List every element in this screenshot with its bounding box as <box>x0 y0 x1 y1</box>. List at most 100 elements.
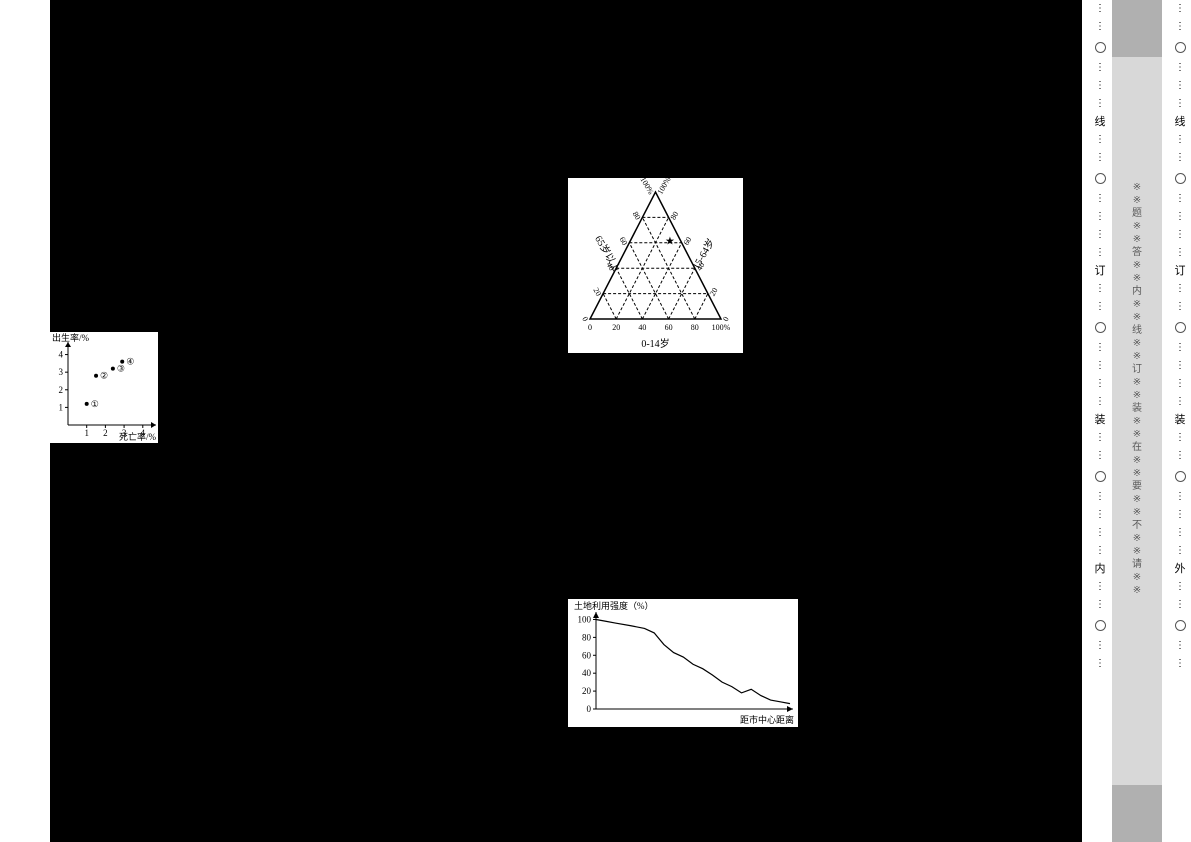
margin-wide-char: ※ <box>1133 454 1141 467</box>
svg-text:③: ③ <box>117 364 125 374</box>
margin-dots: ⋮ <box>1095 59 1105 77</box>
punch-hole-icon <box>1095 471 1106 482</box>
svg-text:死亡率/%: 死亡率/% <box>119 431 157 442</box>
svg-text:出生率/%: 出生率/% <box>52 332 90 343</box>
svg-text:0: 0 <box>587 704 592 714</box>
svg-text:40: 40 <box>582 668 592 678</box>
margin-wide-char: ※ <box>1133 545 1141 558</box>
margin-dots: ⋮ <box>1175 190 1185 208</box>
margin-dots: ⋮ <box>1095 226 1105 244</box>
margin-char: 线 <box>1095 115 1106 129</box>
margin-dots: ⋮ <box>1095 524 1105 542</box>
punch-hole-icon <box>1175 173 1186 184</box>
margin-wide-char: ※ <box>1133 532 1141 545</box>
margin-char: 内 <box>1095 562 1106 576</box>
figure-land-use-line: 土地利用强度（%）020406080100距市中心距离 <box>568 599 798 727</box>
svg-text:40: 40 <box>638 323 646 332</box>
margin-dots: ⋮ <box>1175 59 1185 77</box>
margin-dots: ⋮ <box>1095 18 1105 36</box>
margin-dots: ⋮ <box>1095 190 1105 208</box>
margin-dots: ⋮ <box>1175 339 1185 357</box>
punch-hole-icon <box>1175 620 1186 631</box>
svg-text:4: 4 <box>59 350 64 360</box>
margin-wide-char: ※ <box>1133 337 1141 350</box>
svg-text:20: 20 <box>612 323 620 332</box>
svg-text:3: 3 <box>59 367 64 377</box>
svg-text:0-14岁: 0-14岁 <box>641 337 669 350</box>
margin-dots: ⋮ <box>1095 298 1105 316</box>
margin-wide-char: ※ <box>1133 298 1141 311</box>
margin-dots: ⋮ <box>1175 280 1185 298</box>
punch-hole-icon <box>1095 620 1106 631</box>
margin-dots: ⋮ <box>1095 429 1105 447</box>
margin-dots: ⋮ <box>1175 77 1185 95</box>
punch-hole-icon <box>1175 322 1186 333</box>
margin-char: 装 <box>1095 413 1106 427</box>
svg-text:①: ① <box>91 399 99 409</box>
margin-dots: ⋮ <box>1175 447 1185 465</box>
svg-text:20: 20 <box>582 686 592 696</box>
svg-text:距市中心距离: 距市中心距离 <box>740 714 794 725</box>
margin-dots: ⋮ <box>1175 578 1185 596</box>
margin-dots: ⋮ <box>1095 596 1105 614</box>
figure-age-ternary: 020406080100%020406080100%020406080100%0… <box>568 178 743 353</box>
margin-wide-char: ※ <box>1133 259 1141 272</box>
margin-dots: ⋮ <box>1175 506 1185 524</box>
binding-margin-outer: ⋮⋮⋮⋮⋮线⋮⋮⋮⋮⋮⋮订⋮⋮⋮⋮⋮⋮装⋮⋮⋮⋮⋮⋮外⋮⋮⋮⋮ <box>1170 0 1190 842</box>
margin-dots: ⋮ <box>1175 542 1185 560</box>
margin-dots: ⋮ <box>1175 95 1185 113</box>
margin-dots: ⋮ <box>1175 244 1185 262</box>
punch-hole-icon <box>1095 42 1106 53</box>
svg-text:100%: 100% <box>712 323 731 332</box>
margin-wide-char: 订 <box>1132 363 1142 376</box>
svg-text:★: ★ <box>665 235 675 247</box>
margin-dots: ⋮ <box>1095 637 1105 655</box>
ternary-svg: 020406080100%020406080100%020406080100%0… <box>568 178 743 353</box>
margin-dots: ⋮ <box>1175 488 1185 506</box>
margin-wide-char: 题 <box>1132 207 1142 220</box>
margin-dots: ⋮ <box>1175 655 1185 673</box>
margin-char: 外 <box>1175 562 1186 576</box>
svg-text:土地利用强度（%）: 土地利用强度（%） <box>574 600 654 611</box>
margin-grey-top <box>1112 0 1162 57</box>
margin-dots: ⋮ <box>1095 375 1105 393</box>
margin-wide-char: 要 <box>1132 480 1142 493</box>
svg-text:60: 60 <box>582 650 592 660</box>
margin-wide-char: ※ <box>1133 272 1141 285</box>
svg-text:②: ② <box>100 371 108 381</box>
margin-wide-char: ※ <box>1133 181 1141 194</box>
binding-margin-wide-text: ※※请※※不※※要※※在※※装※※订※※线※※内※※答※※题※※ <box>1130 237 1144 597</box>
margin-dots: ⋮ <box>1095 506 1105 524</box>
punch-hole-icon <box>1175 42 1186 53</box>
svg-text:80: 80 <box>691 323 699 332</box>
punch-hole-icon <box>1175 471 1186 482</box>
svg-text:2: 2 <box>59 385 64 395</box>
margin-dots: ⋮ <box>1095 95 1105 113</box>
svg-text:15-64岁: 15-64岁 <box>689 236 717 271</box>
margin-dots: ⋮ <box>1095 131 1105 149</box>
svg-text:100: 100 <box>578 614 592 624</box>
margin-dots: ⋮ <box>1095 542 1105 560</box>
svg-text:60: 60 <box>665 323 673 332</box>
margin-dots: ⋮ <box>1175 226 1185 244</box>
page-root: 12341234出生率/%死亡率/%①②③④ 020406080100%0204… <box>0 0 1191 842</box>
figure-birth-death-scatter: 12341234出生率/%死亡率/%①②③④ <box>50 332 158 443</box>
margin-dots: ⋮ <box>1095 447 1105 465</box>
margin-wide-char: 内 <box>1132 285 1142 298</box>
margin-dots: ⋮ <box>1175 393 1185 411</box>
svg-text:④: ④ <box>126 357 134 367</box>
margin-dots: ⋮ <box>1175 596 1185 614</box>
margin-wide-char: ※ <box>1133 220 1141 233</box>
margin-dots: ⋮ <box>1175 637 1185 655</box>
svg-text:0: 0 <box>580 315 590 323</box>
margin-dots: ⋮ <box>1175 208 1185 226</box>
scatter-svg: 12341234出生率/%死亡率/%①②③④ <box>50 332 158 443</box>
margin-char: 装 <box>1175 413 1186 427</box>
margin-wide-char: ※ <box>1133 376 1141 389</box>
margin-wide-char: 在 <box>1132 441 1142 454</box>
margin-dots: ⋮ <box>1175 131 1185 149</box>
margin-dots: ⋮ <box>1095 357 1105 375</box>
margin-char: 线 <box>1175 115 1186 129</box>
punch-hole-icon <box>1095 322 1106 333</box>
svg-text:100%: 100% <box>638 178 655 196</box>
